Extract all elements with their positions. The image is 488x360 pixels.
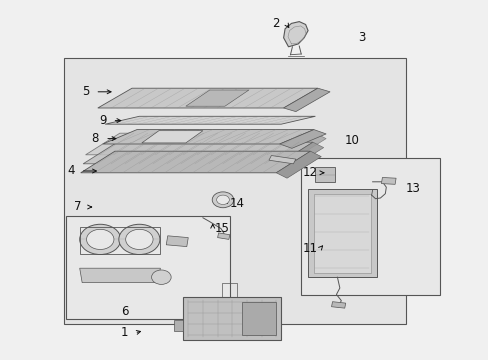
Polygon shape xyxy=(268,156,295,164)
Polygon shape xyxy=(80,268,160,283)
Polygon shape xyxy=(283,88,329,112)
Circle shape xyxy=(125,229,153,249)
Circle shape xyxy=(212,192,233,208)
Polygon shape xyxy=(279,130,325,148)
Text: 1: 1 xyxy=(121,327,128,339)
Circle shape xyxy=(119,224,160,255)
Polygon shape xyxy=(283,22,307,47)
Text: 7: 7 xyxy=(74,201,82,213)
Polygon shape xyxy=(331,302,345,308)
Text: 2: 2 xyxy=(272,17,280,30)
Polygon shape xyxy=(315,167,334,182)
Polygon shape xyxy=(276,151,321,178)
Polygon shape xyxy=(185,90,248,106)
Polygon shape xyxy=(102,130,313,144)
Text: 3: 3 xyxy=(357,31,365,44)
Polygon shape xyxy=(81,151,310,173)
Text: 13: 13 xyxy=(405,183,420,195)
Circle shape xyxy=(86,229,114,249)
Text: 10: 10 xyxy=(344,134,359,147)
Polygon shape xyxy=(278,142,323,169)
Polygon shape xyxy=(217,233,229,239)
Polygon shape xyxy=(105,116,315,124)
Polygon shape xyxy=(173,320,183,331)
Circle shape xyxy=(216,195,229,204)
Polygon shape xyxy=(98,88,317,108)
Text: 6: 6 xyxy=(121,305,128,318)
Polygon shape xyxy=(83,142,312,164)
Text: 15: 15 xyxy=(215,222,229,235)
Text: 8: 8 xyxy=(91,132,99,145)
Text: 12: 12 xyxy=(303,166,317,179)
Text: 5: 5 xyxy=(81,85,89,98)
Text: 11: 11 xyxy=(303,242,317,255)
Bar xyxy=(300,158,439,295)
Bar xyxy=(66,216,229,319)
Polygon shape xyxy=(242,302,276,335)
Bar xyxy=(63,58,405,324)
Text: 14: 14 xyxy=(229,197,244,210)
Polygon shape xyxy=(307,189,376,277)
Polygon shape xyxy=(166,236,188,247)
Polygon shape xyxy=(183,297,281,340)
Polygon shape xyxy=(313,194,370,273)
Polygon shape xyxy=(281,133,325,160)
Circle shape xyxy=(80,224,121,255)
Polygon shape xyxy=(381,177,395,184)
Polygon shape xyxy=(142,131,203,143)
Circle shape xyxy=(151,270,171,284)
Text: 4: 4 xyxy=(67,165,75,177)
Polygon shape xyxy=(85,133,315,155)
Text: 9: 9 xyxy=(99,114,106,127)
